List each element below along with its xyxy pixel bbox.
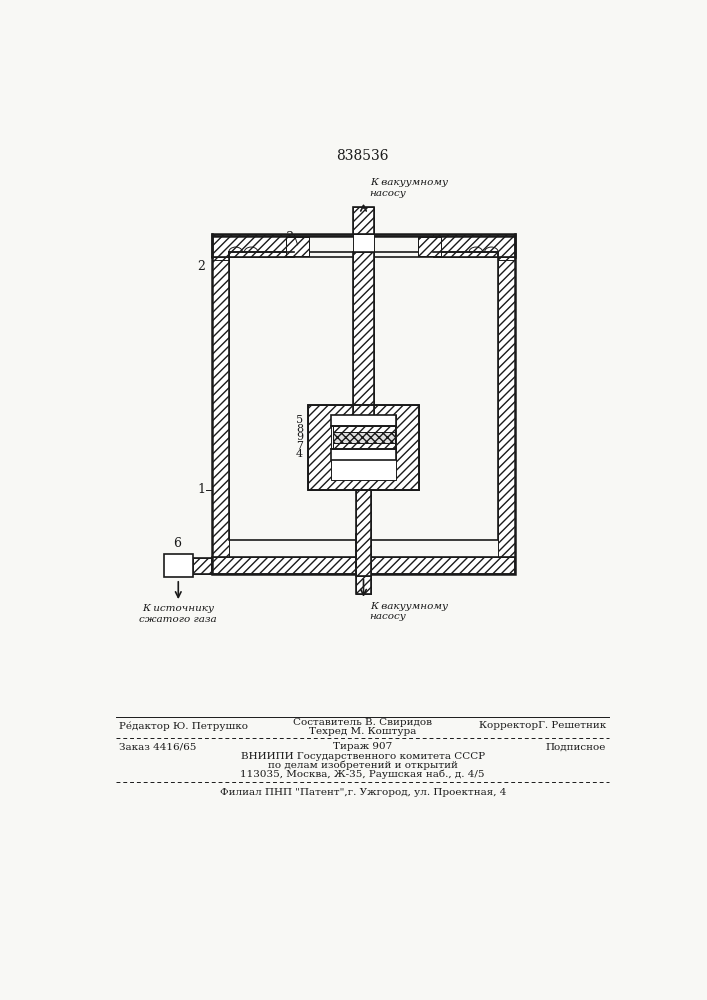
Text: 838536: 838536 [337, 149, 389, 163]
Text: Филиал ПНП "Патент",г. Ужгород, ул. Проектная, 4: Филиал ПНП "Патент",г. Ужгород, ул. Прое… [220, 788, 506, 797]
Bar [193, 558, 212, 574]
Bar [308, 405, 419, 490]
Bar [332, 443, 395, 449]
Text: 7: 7 [296, 441, 303, 451]
Bar [286, 237, 309, 256]
Text: К источнику
сжатого газа: К источнику сжатого газа [139, 604, 217, 624]
Bar [212, 235, 515, 574]
Bar [353, 207, 374, 234]
Bar [308, 405, 419, 490]
Bar [212, 557, 515, 574]
Bar [418, 237, 441, 256]
Bar [332, 432, 395, 443]
Text: 8: 8 [296, 424, 303, 434]
Bar [433, 234, 515, 257]
Bar [332, 426, 395, 432]
Text: КорректорГ. Решетник: КорректорГ. Решетник [479, 721, 606, 730]
Bar [212, 557, 515, 574]
Text: 3: 3 [286, 231, 293, 244]
Bar [353, 234, 374, 257]
Bar [498, 235, 515, 260]
Bar [331, 449, 396, 460]
Bar [230, 252, 498, 540]
Text: 9: 9 [296, 432, 303, 442]
Text: 5: 5 [296, 415, 303, 425]
Text: Составитель В. Свиридов: Составитель В. Свиридов [293, 718, 432, 727]
Bar [331, 415, 396, 480]
Text: К вакуумному
насосу: К вакуумному насосу [370, 178, 448, 198]
Text: 4: 4 [296, 449, 303, 459]
Text: 113035, Москва, Ж-35, Раушская наб., д. 4/5: 113035, Москва, Ж-35, Раушская наб., д. … [240, 770, 485, 779]
Text: по делам изобретений и открытий: по делам изобретений и открытий [268, 761, 457, 770]
Text: Тираж 907: Тираж 907 [333, 742, 392, 751]
Text: Ре́дактор Ю. Петрушко: Ре́дактор Ю. Петрушко [119, 721, 248, 731]
Bar [353, 207, 374, 234]
Bar [163, 554, 193, 577]
Text: 6: 6 [173, 537, 181, 550]
Bar [498, 235, 515, 574]
Bar [356, 534, 371, 594]
Bar [353, 252, 374, 420]
Bar [212, 557, 515, 574]
Bar [332, 432, 395, 443]
Bar [286, 237, 309, 256]
Bar [356, 490, 371, 576]
Bar [332, 443, 395, 449]
Bar [332, 426, 395, 432]
Bar [212, 234, 293, 257]
Bar [353, 252, 374, 420]
Text: Подписное: Подписное [546, 742, 606, 751]
Bar [308, 405, 419, 490]
Bar [356, 534, 371, 594]
Text: Техред М. Коштура: Техред М. Коштура [309, 727, 416, 736]
Bar [212, 235, 230, 574]
Text: 1: 1 [197, 483, 206, 496]
Text: 2: 2 [197, 260, 206, 273]
Bar [331, 415, 396, 426]
Bar [356, 490, 371, 576]
Text: ВНИИПИ Государственного комитета СССР: ВНИИПИ Государственного комитета СССР [240, 752, 485, 761]
Bar [193, 558, 212, 574]
Bar [212, 235, 230, 260]
Text: К вакуумному
насосу: К вакуумному насосу [370, 602, 448, 621]
Text: Заказ 4416/65: Заказ 4416/65 [119, 742, 197, 751]
Bar [418, 237, 441, 256]
